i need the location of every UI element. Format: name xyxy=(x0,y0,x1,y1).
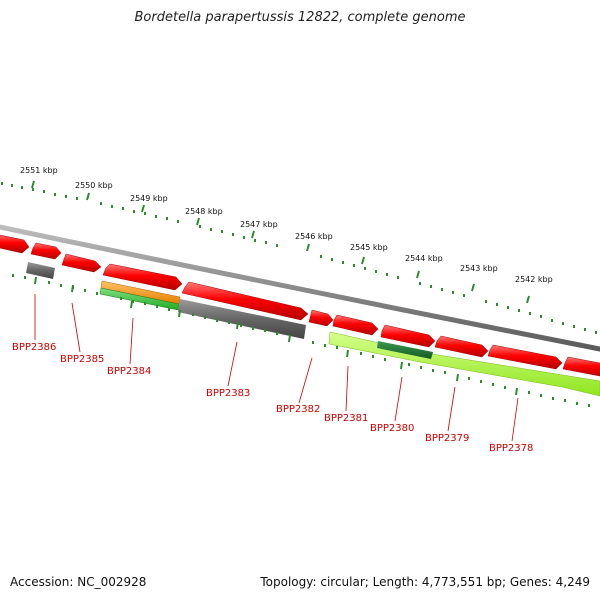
upper-major-ticks xyxy=(31,180,530,304)
darkgreen-band[interactable] xyxy=(377,341,433,359)
gene-arrow[interactable] xyxy=(562,356,600,377)
feature-bands xyxy=(26,262,600,397)
genome-stats-text: Topology: circular; Length: 4,773,551 bp… xyxy=(260,575,590,589)
kbp-label: 2548 kbp xyxy=(185,207,223,216)
gene-label[interactable]: BPP2385 xyxy=(60,354,104,365)
map-title: Bordetella parapertussis 12822, complete… xyxy=(134,10,466,25)
gene-arrow[interactable] xyxy=(30,242,62,260)
accession-text: Accession: NC_002928 xyxy=(10,575,147,589)
gene-arrow[interactable] xyxy=(487,344,563,370)
kbp-label: 2544 kbp xyxy=(405,254,443,263)
upper-minor-ticks xyxy=(1,182,597,334)
gene-label[interactable]: BPP2382 xyxy=(276,404,320,415)
forward-strand-genes xyxy=(0,234,600,377)
kbp-label: 2547 kbp xyxy=(240,220,278,229)
gene-arrow[interactable] xyxy=(61,253,102,273)
gray-band[interactable] xyxy=(26,262,55,279)
gene-label[interactable]: BPP2383 xyxy=(206,388,250,399)
kbp-label: 2546 kbp xyxy=(295,232,333,241)
gene-label[interactable]: BPP2386 xyxy=(12,342,56,353)
gene-arrow[interactable] xyxy=(332,314,379,336)
gene-arrow[interactable] xyxy=(308,309,334,327)
gene-label[interactable]: BPP2378 xyxy=(489,443,533,454)
kbp-label: 2543 kbp xyxy=(460,264,498,273)
kbp-label: 2551 kbp xyxy=(20,166,58,175)
kbp-labels: 2551 kbp 2550 kbp 2549 kbp 2548 kbp 2547… xyxy=(20,166,553,284)
kbp-label: 2545 kbp xyxy=(350,243,388,252)
gene-arrow[interactable] xyxy=(102,263,183,291)
gray-band[interactable] xyxy=(178,299,306,339)
kbp-label: 2549 kbp xyxy=(130,194,168,203)
lower-major-ticks xyxy=(34,276,518,396)
gene-arrow[interactable] xyxy=(380,324,436,348)
gene-label[interactable]: BPP2380 xyxy=(370,423,414,434)
lower-minor-ticks xyxy=(12,274,590,407)
green-band[interactable] xyxy=(99,287,180,311)
genome-backbone xyxy=(0,224,600,352)
kbp-label: 2542 kbp xyxy=(515,275,553,284)
kbp-label: 2550 kbp xyxy=(75,181,113,190)
gene-leader-lines xyxy=(34,294,519,442)
gene-labels: BPP2386 BPP2385 BPP2384 BPP2383 BPP2382 … xyxy=(12,342,533,454)
gene-arrow[interactable] xyxy=(181,281,309,321)
gene-arrow[interactable] xyxy=(434,335,489,358)
gene-label[interactable]: BPP2384 xyxy=(107,366,151,377)
gene-label[interactable]: BPP2381 xyxy=(324,413,368,424)
gene-label[interactable]: BPP2379 xyxy=(425,433,469,444)
gene-arrow[interactable] xyxy=(0,234,30,254)
